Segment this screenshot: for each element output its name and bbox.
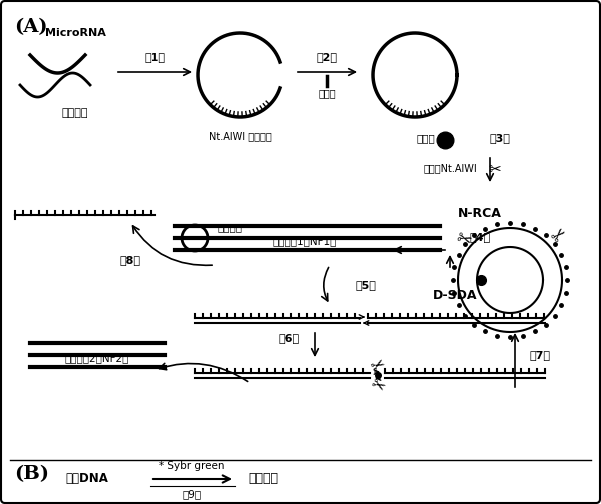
Text: 连接酶: 连接酶 (318, 88, 336, 98)
Text: Nt.AlWI 切割位点: Nt.AlWI 切割位点 (209, 131, 272, 141)
Text: 第6步: 第6步 (279, 333, 300, 343)
Text: 第8步: 第8步 (120, 255, 141, 265)
Text: 聚合酶: 聚合酶 (416, 133, 435, 143)
Text: 第4步: 第4步 (469, 232, 490, 242)
Text: N-RCA: N-RCA (458, 207, 502, 220)
Text: MicroRNA: MicroRNA (44, 28, 105, 38)
Text: 第2步: 第2步 (317, 52, 338, 62)
Text: 信号输出: 信号输出 (248, 473, 278, 485)
Text: ✂: ✂ (367, 354, 388, 376)
Text: 第5步: 第5步 (355, 280, 376, 290)
Text: 回文序列: 回文序列 (218, 222, 243, 232)
Text: 切割片段1（NF1）: 切割片段1（NF1） (273, 236, 337, 246)
Text: 第3步: 第3步 (490, 133, 511, 143)
Text: 双链DNA: 双链DNA (65, 473, 108, 485)
Text: ✂: ✂ (367, 374, 388, 396)
Text: (A): (A) (14, 18, 47, 36)
Text: 第7步: 第7步 (530, 350, 551, 360)
Text: (B): (B) (14, 465, 49, 483)
Text: 切割酶Nt.AlWI: 切割酶Nt.AlWI (423, 163, 477, 173)
Text: 锁式探针: 锁式探针 (62, 108, 88, 118)
Text: ✂: ✂ (489, 162, 501, 177)
Text: * Sybr green: * Sybr green (159, 461, 225, 471)
Text: 第9步: 第9步 (183, 489, 201, 499)
Text: ✂: ✂ (453, 229, 473, 251)
Text: D-SDA: D-SDA (433, 289, 477, 302)
Text: 第1步: 第1步 (144, 52, 165, 62)
Text: ✂: ✂ (548, 224, 572, 247)
Text: 切割片段2（NF2）: 切割片段2（NF2） (65, 353, 129, 363)
